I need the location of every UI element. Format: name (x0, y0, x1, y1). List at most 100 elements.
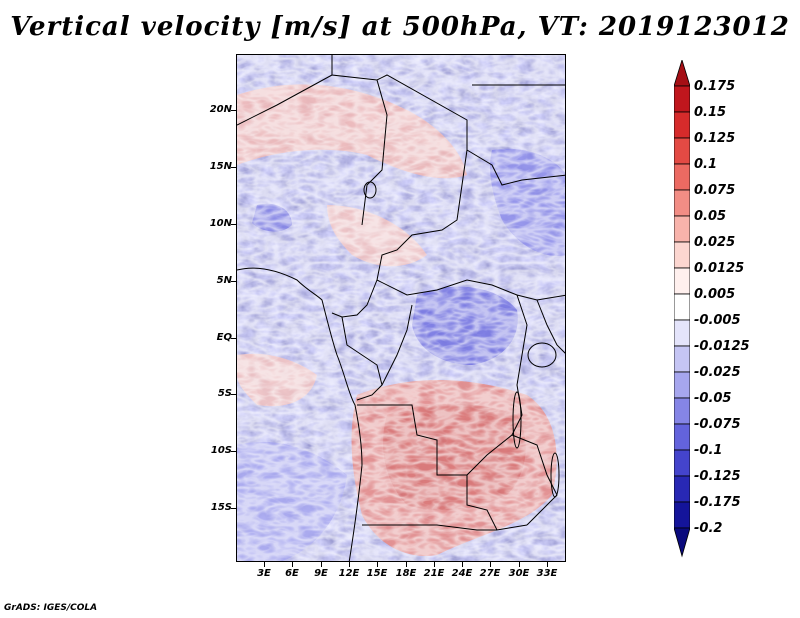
border-angola (357, 404, 528, 531)
lat-label: 5S (217, 388, 232, 399)
lon-tick (349, 562, 350, 567)
colorbar-swatch (673, 267, 691, 295)
colorbar-swatch (673, 85, 691, 113)
border-chad (376, 149, 468, 281)
border-top-left (237, 74, 333, 126)
lat-tick (231, 167, 236, 168)
colorbar-swatch (673, 189, 691, 217)
border-east (511, 294, 528, 436)
contour-texture (237, 55, 565, 561)
colorbar-label: 0.075 (694, 183, 736, 198)
lon-label: 9E (314, 568, 328, 579)
lon-label: 24E (451, 568, 473, 579)
lat-tick (231, 451, 236, 452)
lat-tick (231, 338, 236, 339)
colorbar-label: -0.1 (694, 443, 723, 458)
colorbar-swatch (673, 371, 691, 399)
colorbar-swatch (673, 345, 691, 373)
border-congo (341, 316, 383, 401)
lon-tick (519, 562, 520, 567)
border-sudan (466, 149, 565, 186)
lon-label: 6E (285, 568, 299, 579)
coastline-west (237, 267, 363, 561)
lat-tick (231, 508, 236, 509)
colorbar-label: 0.125 (694, 131, 736, 146)
country-boundaries (237, 55, 565, 561)
colorbar-label: -0.075 (694, 417, 741, 432)
lon-tick (406, 562, 407, 567)
border-sahara-1 (331, 55, 468, 150)
colorbar-swatch (673, 163, 691, 191)
grads-credit: GrADS: IGES/COLA (4, 603, 98, 613)
vertical-velocity-map (236, 54, 566, 562)
colorbar-swatches (673, 58, 691, 558)
lake-malawi (550, 452, 560, 498)
lon-label: 15E (366, 568, 388, 579)
lat-label: EQ (216, 332, 232, 343)
lat-label: 20N (209, 104, 232, 115)
lon-tick (292, 562, 293, 567)
lon-label: 27E (479, 568, 501, 579)
colorbar-label: 0.005 (694, 287, 736, 302)
colorbar-label: -0.05 (694, 391, 732, 406)
colorbar-swatch (673, 449, 691, 477)
lake-victoria (527, 342, 557, 368)
colorbar-label: -0.2 (694, 521, 723, 536)
lat-label: 5N (216, 275, 232, 286)
colorbar-swatch (673, 501, 691, 529)
colorbar-label: -0.0125 (694, 339, 750, 354)
lon-tick (264, 562, 265, 567)
colorbar-bottom-arrow (673, 527, 691, 558)
lat-label: 10S (210, 445, 232, 456)
lake-chad (363, 181, 377, 199)
colorbar-swatch (673, 241, 691, 269)
lon-tick (434, 562, 435, 567)
lon-label: 12E (338, 568, 360, 579)
lat-label: 10N (209, 218, 232, 229)
border-cameroon (331, 279, 378, 318)
lon-label: 33E (536, 568, 558, 579)
lon-tick (490, 562, 491, 567)
colorbar-swatch (673, 475, 691, 503)
colorbar-swatch (673, 111, 691, 139)
border-drc-north (381, 304, 413, 386)
colorbar-swatch (673, 423, 691, 451)
colorbar-swatch (673, 319, 691, 347)
colorbar-label: -0.025 (694, 365, 741, 380)
lon-tick (377, 562, 378, 567)
lat-tick (231, 224, 236, 225)
colorbar-swatch (673, 397, 691, 425)
border-far-east (536, 299, 565, 354)
lon-tick (321, 562, 322, 567)
colorbar-label: 0.1 (694, 157, 718, 172)
lon-tick (547, 562, 548, 567)
colorbar-label: 0.05 (694, 209, 727, 224)
lat-label: 15N (209, 161, 232, 172)
lon-label: 3E (257, 568, 271, 579)
colorbar-label: 0.15 (694, 105, 727, 120)
colorbar-swatch (673, 137, 691, 165)
lon-label: 18E (395, 568, 417, 579)
colorbar-label: 0.0125 (694, 261, 745, 276)
lake-tanganyika (512, 391, 522, 449)
colorbar-top-arrow (673, 58, 691, 87)
colorbar-label: -0.005 (694, 313, 741, 328)
colorbar (673, 58, 691, 560)
colorbar-swatch (673, 293, 691, 321)
colorbar-label: 0.025 (694, 235, 736, 250)
lon-label: 21E (423, 568, 445, 579)
lat-label: 15S (210, 502, 232, 513)
map-field (237, 55, 565, 561)
colorbar-label: 0.175 (694, 79, 736, 94)
border-zambia (466, 434, 558, 526)
colorbar-label: -0.125 (694, 469, 741, 484)
border-car (376, 279, 565, 301)
lat-tick (231, 281, 236, 282)
colorbar-swatch (673, 215, 691, 243)
lakes (363, 181, 560, 498)
border-sahara-2 (361, 79, 388, 226)
lon-label: 30E (508, 568, 530, 579)
border-namibia (362, 524, 497, 531)
lon-tick (462, 562, 463, 567)
map-title: Vertical velocity [m/s] at 500hPa, VT: 2… (10, 12, 790, 42)
